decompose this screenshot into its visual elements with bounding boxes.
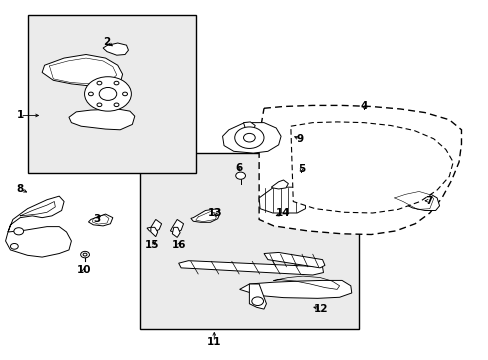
Polygon shape bbox=[147, 220, 161, 232]
Text: 16: 16 bbox=[171, 240, 185, 250]
Circle shape bbox=[83, 253, 87, 256]
Text: 11: 11 bbox=[206, 337, 221, 347]
Polygon shape bbox=[42, 54, 122, 87]
Text: 15: 15 bbox=[144, 240, 159, 250]
Polygon shape bbox=[249, 284, 266, 309]
Text: 12: 12 bbox=[313, 304, 327, 314]
Bar bbox=[27, 15, 195, 173]
Polygon shape bbox=[103, 43, 128, 55]
Circle shape bbox=[243, 134, 255, 142]
Circle shape bbox=[84, 77, 131, 111]
Text: 2: 2 bbox=[103, 37, 110, 47]
Polygon shape bbox=[190, 209, 220, 222]
Text: 7: 7 bbox=[424, 196, 431, 206]
Circle shape bbox=[234, 127, 264, 148]
Text: 3: 3 bbox=[93, 214, 101, 224]
Text: 6: 6 bbox=[235, 163, 242, 173]
Circle shape bbox=[81, 251, 89, 258]
Circle shape bbox=[88, 92, 93, 96]
Polygon shape bbox=[264, 252, 325, 268]
Circle shape bbox=[235, 172, 245, 179]
Bar bbox=[140, 153, 358, 329]
Circle shape bbox=[14, 228, 23, 235]
Circle shape bbox=[114, 81, 119, 85]
Polygon shape bbox=[69, 109, 135, 130]
Polygon shape bbox=[151, 227, 158, 237]
Text: 9: 9 bbox=[296, 134, 303, 144]
Text: 10: 10 bbox=[76, 265, 91, 275]
Circle shape bbox=[97, 103, 102, 107]
Text: 13: 13 bbox=[207, 208, 222, 218]
Circle shape bbox=[99, 87, 117, 100]
Polygon shape bbox=[178, 261, 323, 275]
Text: 4: 4 bbox=[360, 102, 367, 112]
Circle shape bbox=[10, 243, 18, 249]
Polygon shape bbox=[402, 182, 417, 192]
Polygon shape bbox=[259, 187, 305, 213]
Polygon shape bbox=[290, 122, 452, 213]
Polygon shape bbox=[88, 214, 113, 226]
Polygon shape bbox=[5, 226, 71, 257]
Polygon shape bbox=[259, 105, 461, 234]
Polygon shape bbox=[239, 280, 351, 298]
Circle shape bbox=[122, 92, 127, 96]
Polygon shape bbox=[172, 227, 180, 237]
Polygon shape bbox=[170, 220, 183, 233]
Text: 14: 14 bbox=[276, 208, 290, 218]
Polygon shape bbox=[390, 191, 439, 211]
Text: 5: 5 bbox=[297, 164, 305, 174]
Text: 1: 1 bbox=[17, 111, 24, 121]
Circle shape bbox=[97, 81, 102, 85]
Polygon shape bbox=[222, 123, 281, 153]
Polygon shape bbox=[271, 180, 288, 189]
Circle shape bbox=[114, 103, 119, 107]
Polygon shape bbox=[243, 122, 255, 131]
Circle shape bbox=[251, 297, 263, 306]
Polygon shape bbox=[8, 196, 64, 232]
Text: 8: 8 bbox=[17, 184, 24, 194]
